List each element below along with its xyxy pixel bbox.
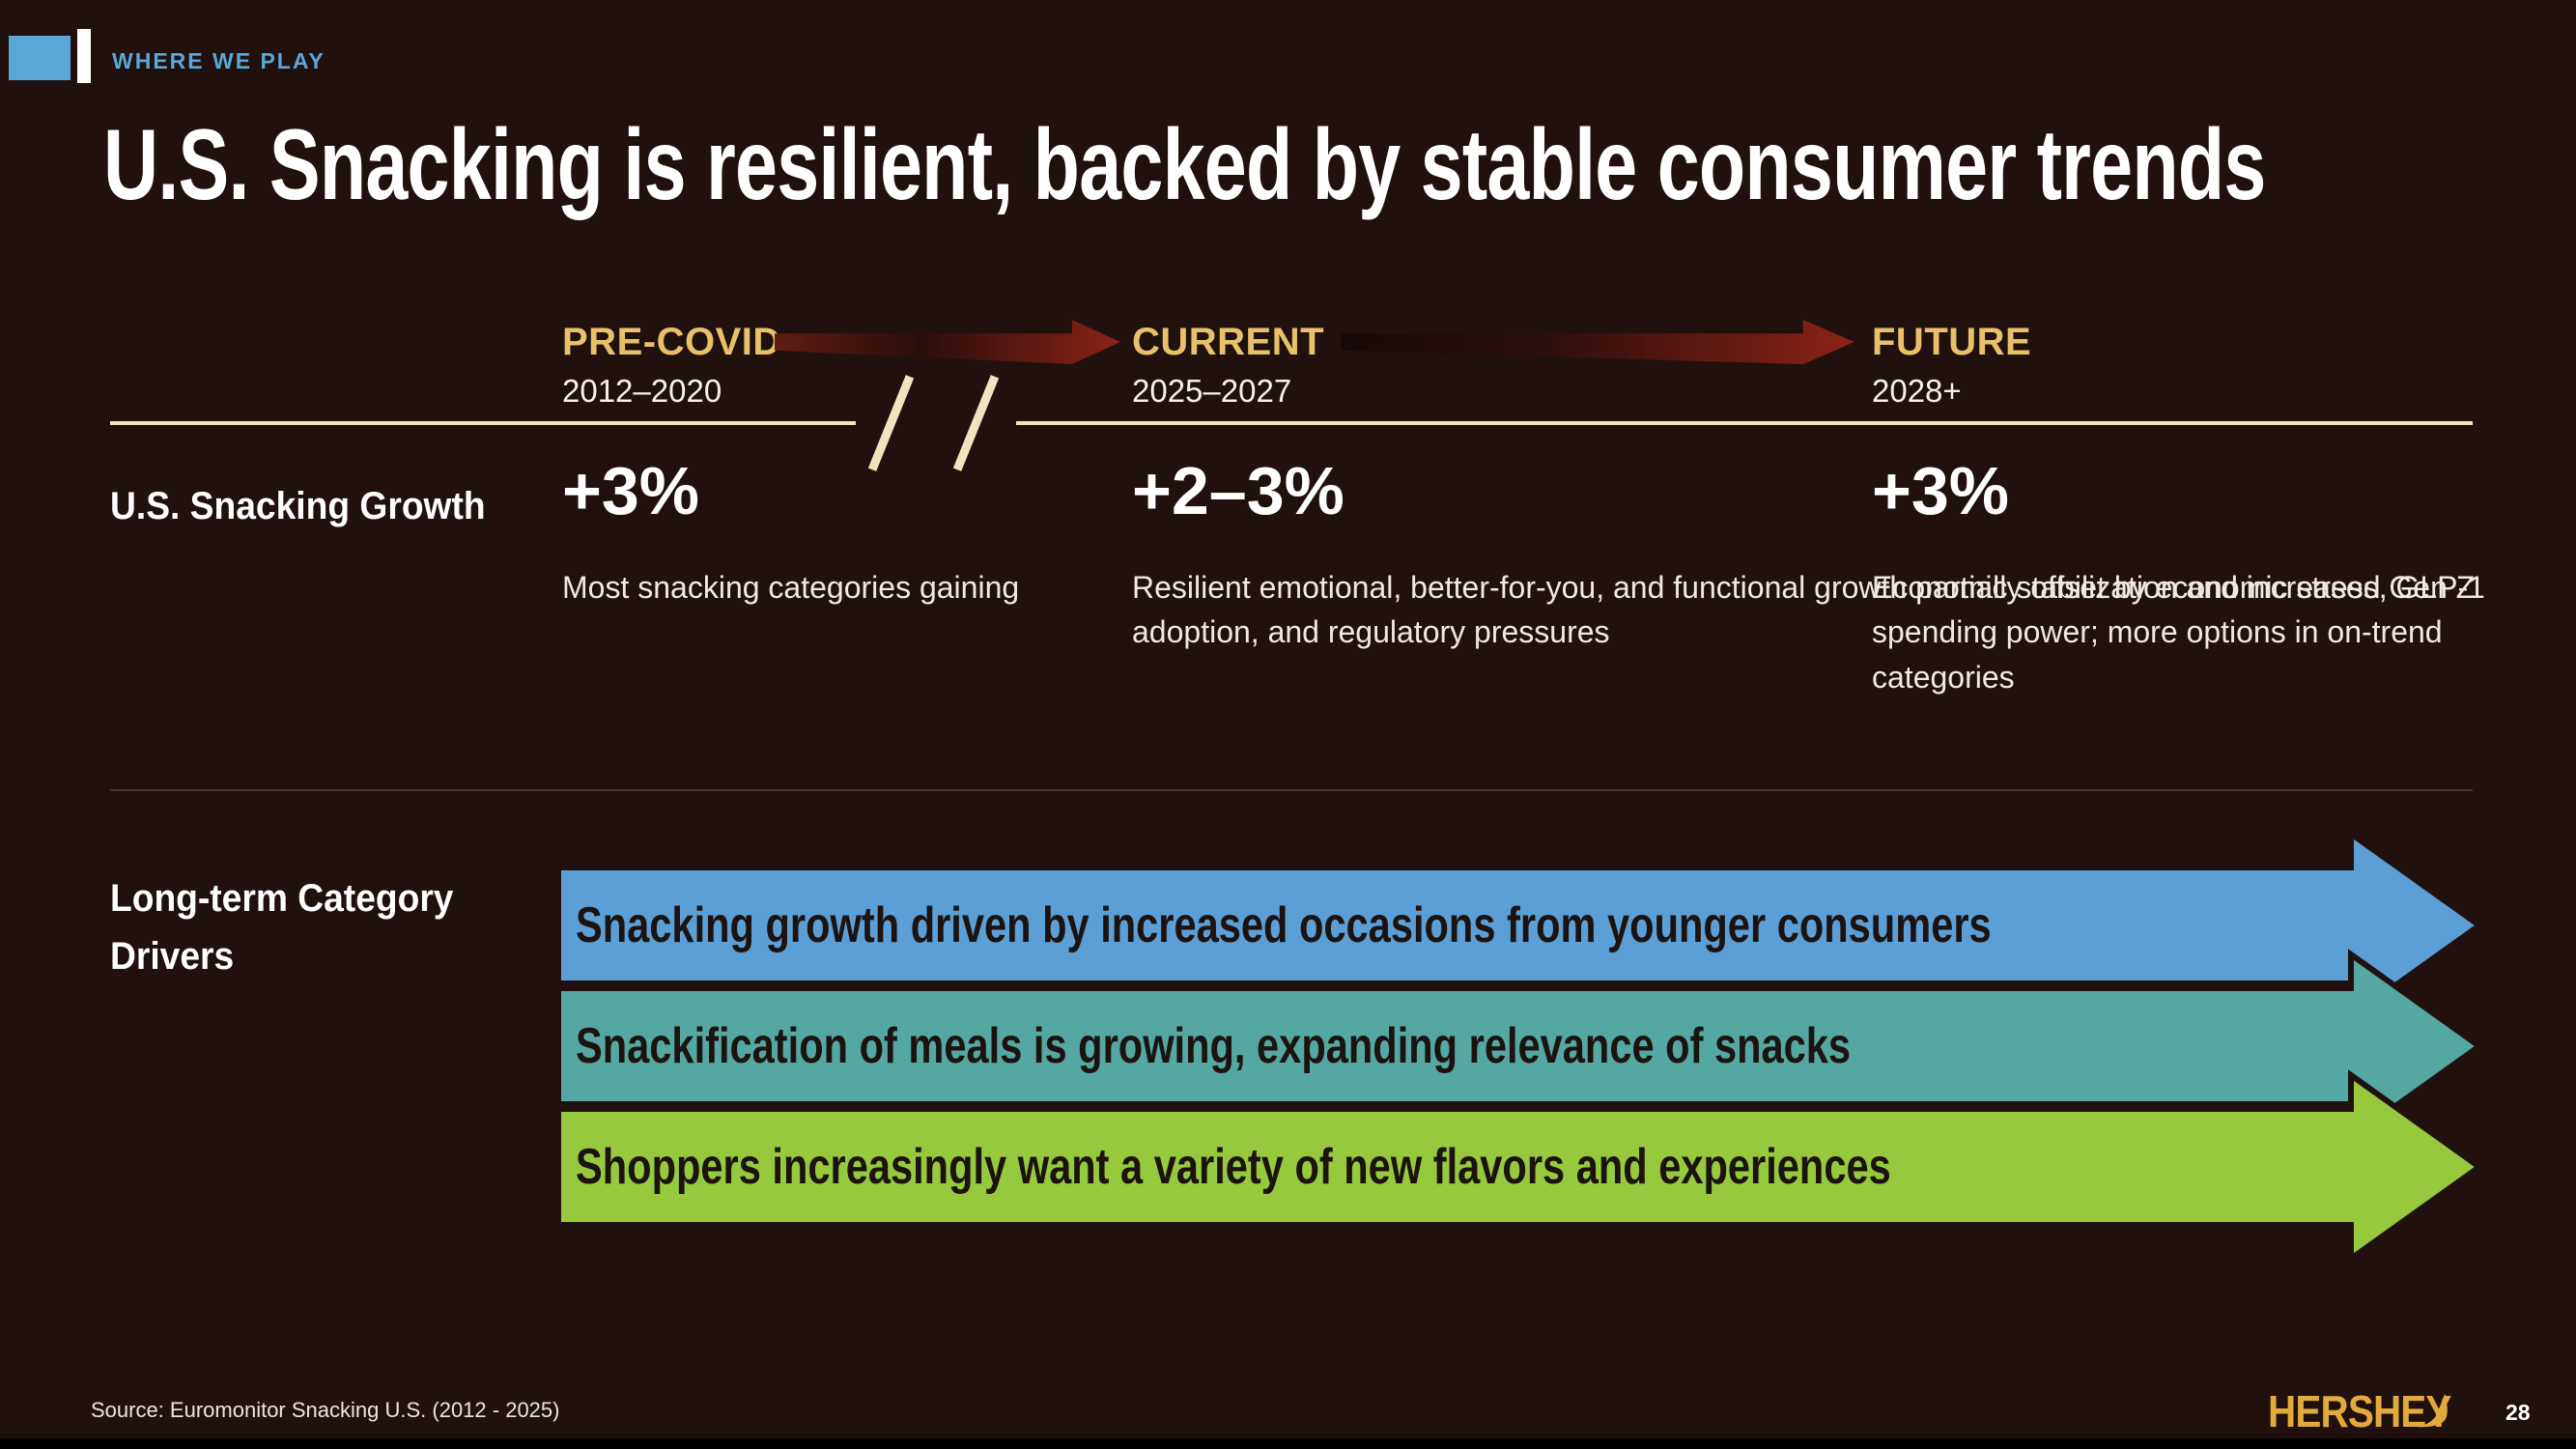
eyebrow-marker-bar <box>77 29 91 83</box>
period-years-future: 2028+ <box>1872 373 1962 409</box>
slide-bottom-edge <box>0 1438 2576 1449</box>
driver-text-2: Snackification of meals is growing, expa… <box>576 1018 1852 1074</box>
growth-value-pre-covid: +3% <box>562 453 700 528</box>
growth-value-future: +3% <box>1872 453 2010 528</box>
driver-text-3: Shoppers increasingly want a variety of … <box>576 1139 1891 1195</box>
driver-arrow-polygon-1 <box>555 828 2485 1023</box>
timeline-line-right <box>1016 421 2473 425</box>
eyebrow-label: WHERE WE PLAY <box>112 48 326 73</box>
driver-arrow-polygon-3 <box>555 1069 2485 1264</box>
timeline-line-left <box>110 421 856 425</box>
growth-description-pre-covid: Most snacking categories gaining <box>562 570 1020 605</box>
period-years-pre-covid: 2012–2020 <box>562 373 722 409</box>
section-divider <box>110 789 2473 791</box>
timeline-break-slash-1 <box>867 375 915 471</box>
row-label-snacking-growth: U.S. Snacking Growth <box>110 485 486 527</box>
growth-value-current: +2–3% <box>1132 453 1345 528</box>
driver-text-container-1: Snacking growth driven by increased occa… <box>576 867 2343 983</box>
growth-description-future: Economic stabilization and increased Gen… <box>1872 570 2476 695</box>
timeline-arrow-pre-to-current <box>775 320 1120 364</box>
period-label-pre-covid: PRE-COVID <box>562 321 781 363</box>
driver-text-1: Snacking growth driven by increased occa… <box>576 897 1992 953</box>
driver-arrow-shape-1 <box>555 828 2485 1023</box>
source-note: Source: Euromonitor Snacking U.S. (2012 … <box>91 1398 560 1422</box>
driver-arrow-banner-2: Snackification of meals is growing, expa… <box>555 949 2485 1144</box>
period-label-future: FUTURE <box>1872 321 2032 363</box>
brand-logo: HERSHEY <box>2268 1385 2476 1436</box>
driver-arrow-polygon-2 <box>555 949 2485 1144</box>
slide-title: U.S. Snacking is resilient, backed by st… <box>103 109 2266 221</box>
timeline-break-slash-2 <box>952 375 1000 471</box>
growth-description-current: Resilient emotional, better-for-you, and… <box>1132 570 2485 650</box>
page-number: 28 <box>2505 1400 2531 1425</box>
row-label-category-drivers: Long-term Category Drivers <box>110 877 454 978</box>
period-label-current: CURRENT <box>1132 321 1325 363</box>
brand-wordmark: HERSHEY <box>2268 1386 2451 1436</box>
driver-arrow-banner-1: Snacking growth driven by increased occa… <box>555 828 2485 1023</box>
eyebrow-marker-square <box>9 36 71 80</box>
driver-arrow-shape-3 <box>555 1069 2485 1264</box>
period-years-current: 2025–2027 <box>1132 373 1292 409</box>
driver-arrow-shape-2 <box>555 949 2485 1144</box>
driver-text-container-2: Snackification of meals is growing, expa… <box>576 988 2343 1104</box>
driver-arrow-banner-3: Shoppers increasingly want a variety of … <box>555 1069 2485 1264</box>
timeline-arrow-current-to-future <box>1341 320 1854 364</box>
driver-text-container-3: Shoppers increasingly want a variety of … <box>576 1109 2343 1225</box>
kiss-icon <box>2417 1394 2448 1428</box>
